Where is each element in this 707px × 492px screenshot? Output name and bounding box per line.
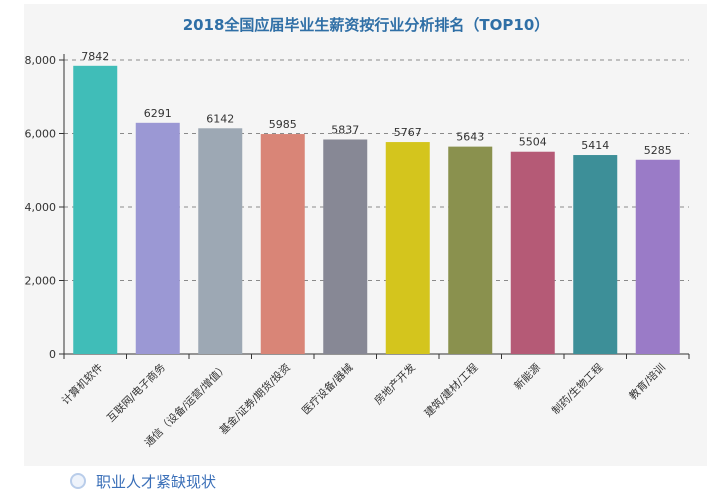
data-label: 6291: [144, 107, 172, 120]
y-tick-label: 0: [49, 348, 56, 361]
chart-title: 2018全国应届毕业生薪资按行业分析排名（TOP10）: [183, 16, 550, 34]
bar: [510, 151, 555, 354]
data-label: 7842: [81, 50, 109, 63]
x-tick-label: 房地产开发: [372, 361, 419, 408]
x-tick-label: 新能源: [511, 361, 543, 393]
x-tick-label: 制药/生物工程: [549, 361, 606, 418]
data-label: 5985: [269, 118, 297, 131]
axes: 0 2,000 4,000 6,000 8,000: [25, 54, 690, 361]
data-label: 5414: [581, 139, 609, 152]
bars: [73, 65, 680, 354]
caption-row: 职业人才紧缺现状: [70, 470, 216, 492]
bar: [73, 65, 118, 354]
chart-panel: 2018全国应届毕业生薪资按行业分析排名（TOP10） 0 2,000 4,000 6…: [24, 4, 707, 466]
data-label: 5767: [394, 126, 422, 139]
circle-icon: [70, 473, 86, 489]
bar: [635, 159, 680, 354]
x-tick-label: 计算机软件: [59, 361, 105, 407]
y-tick-label: 8,000: [25, 54, 57, 67]
bar: [135, 122, 180, 354]
data-labels: 7842 6291 6142 5985 5837 5767 5643 5504 5414 5285: [81, 50, 672, 157]
x-tick-label: 医疗设备/器械: [299, 361, 356, 418]
data-label: 5643: [456, 131, 484, 144]
bar: [573, 155, 618, 354]
y-tick-label: 6,000: [25, 128, 57, 141]
x-tick-label: 教育/培训: [626, 361, 667, 402]
y-tick-label: 2,000: [25, 275, 57, 288]
y-tick-label: 4,000: [25, 201, 57, 214]
x-tick-label: 建筑/建材/工程: [422, 361, 481, 420]
bar: [323, 139, 368, 354]
data-label: 5837: [331, 123, 359, 136]
bar: [198, 128, 243, 354]
bar: [448, 146, 493, 354]
data-label: 5285: [644, 144, 672, 157]
bar: [260, 134, 305, 354]
caption-text: 职业人才紧缺现状: [96, 472, 217, 491]
x-tick-label: 互联网/电子商务: [104, 361, 168, 425]
data-label: 6142: [206, 112, 234, 125]
x-tick-label: 基金/证券/期货/投资: [217, 361, 293, 437]
data-label: 5504: [519, 136, 547, 149]
bar-chart: 2018全国应届毕业生薪资按行业分析排名（TOP10） 0 2,000 4,000 6…: [25, 16, 690, 450]
bar: [385, 142, 430, 354]
